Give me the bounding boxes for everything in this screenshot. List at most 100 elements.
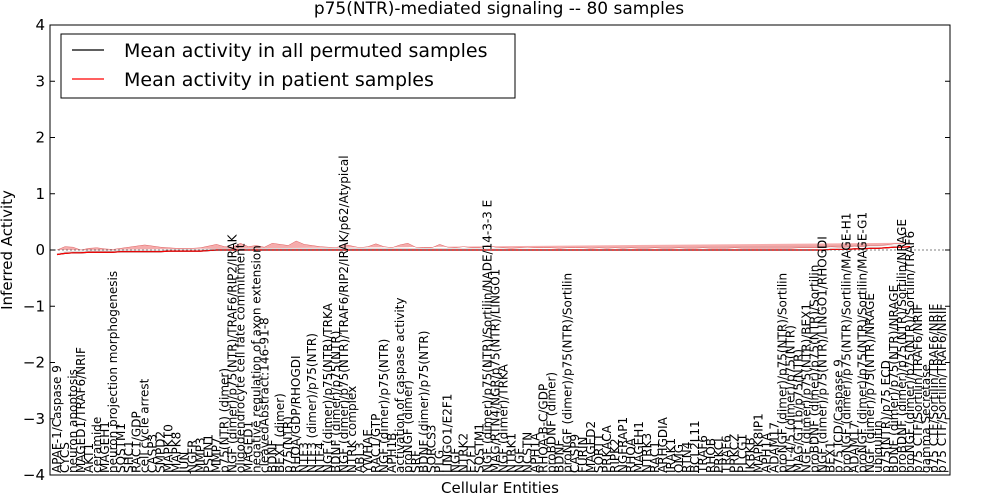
y-tick-label: −4: [23, 466, 45, 484]
x-tick-label: p75(NTR) (dimer): [217, 368, 231, 473]
y-tick-label: 3: [35, 72, 45, 90]
x-tick-label: APAF-1/Caspase 9: [50, 365, 64, 473]
x-tick-label: p75 CTF/Sortilin/TRAF6/NRIF: [927, 304, 941, 473]
x-tick-label: p75 CTF/Sortilin/TRAF6/NRIF: [911, 304, 925, 473]
x-tick-label: APH1A: [760, 432, 774, 473]
x-tick-label: proNGF (dimer): [401, 380, 415, 473]
x-tick-label: ADAM17: [847, 422, 861, 473]
x-tick-label: NGF (dimer)/TRKA: [496, 363, 510, 473]
x-tick-label: YWHAE: [361, 429, 375, 474]
x-tick-label: proBDNF (dimer)/p75(NTR)/Sortilin/NRAGE: [895, 219, 909, 473]
x-tick-label: RAC1: [648, 441, 662, 473]
x-tick-label: LINGO1/E2F1: [441, 394, 455, 473]
y-tick-label: 1: [35, 185, 45, 203]
x-tick-label: BEX1 (dimer): [273, 393, 287, 473]
x-tick-label: PRKACA: [600, 424, 614, 473]
x-tick-label: negative regulation of axon extension: [249, 245, 263, 473]
x-tick-label: proBDNF (dimer): [544, 372, 558, 473]
x-tick-label: PRKCI: [712, 438, 726, 473]
x-tick-label: FURIN: [576, 436, 590, 473]
x-tick-label: NTRK2: [457, 433, 471, 473]
x-tick-label: MAGED2: [584, 421, 598, 473]
x-tick-label: RTN4: [680, 442, 694, 473]
x-tick-label: IRAK1: [664, 438, 678, 473]
x-tick-label: BDNF (dimer)/p75(NTR): [417, 331, 431, 473]
x-tick-label: CASP3: [146, 434, 160, 473]
x-tick-label: p75(NTR): [281, 416, 295, 473]
x-tick-label: proNGF (dimer)/p75(NTR)/Sortilin/TRAF6: [903, 231, 917, 473]
x-tick-label: ubiquitin: [871, 420, 885, 473]
x-tick-label: SMPD2: [154, 431, 168, 473]
y-tick-label: 2: [35, 129, 45, 147]
x-axis-label: Cellular Entities: [441, 479, 559, 497]
x-tick-label: NGF (dimer)/p75(NTR)/LINGO1/RHOGDI: [815, 236, 829, 473]
x-tick-label: p75(NTR)/p75 ECD: [879, 360, 893, 473]
x-tick-label: proBDNF (dimer)/p75(NTR)/Sortilin: [807, 265, 821, 473]
x-tick-label: NTRK3: [640, 433, 654, 473]
y-tick-label: 4: [35, 16, 45, 34]
x-tick-label: CYCS: [58, 442, 72, 473]
legend-box: [60, 33, 516, 99]
x-tick-label: ADAM17: [768, 422, 782, 473]
x-tick-label: NGFRAP1: [616, 417, 630, 473]
x-tick-label: NGF (dimer)/p75(NTR)/TRAF6/RIP2/IRAK/p62…: [337, 155, 351, 473]
x-tick-label: SORT1: [592, 434, 606, 474]
x-tick-label: SORCS3: [425, 425, 439, 473]
x-tick-label: proNGF (dimer)/p75(NTR)/Sortilin: [560, 273, 574, 473]
x-tick-label: SHC1: [122, 440, 136, 473]
x-tick-label: MAGED1/TRAF6/NRIF: [74, 347, 88, 473]
x-tick-label: NGF: [449, 448, 463, 473]
x-tick-label: NCSTN: [520, 432, 534, 473]
x-tick-label: MAPK8: [170, 432, 184, 473]
x-tick-label: TRAF6: [696, 435, 710, 474]
x-tick-label: PRKCZ: [728, 434, 742, 473]
x-tick-label: NGF (dimer)/p75(NTR)/TRAF6/RIP2/IRAK: [225, 233, 239, 473]
x-tick-label: SQSTM1: [473, 423, 487, 473]
x-tick-label: AKT1: [82, 443, 96, 473]
x-tick-label: RHOB: [704, 438, 718, 473]
x-tick-label: ceramide: [90, 417, 104, 473]
x-tick-label: NGFR: [186, 439, 200, 473]
x-tick-label: proNGF (dimer)/p75(NTR)/Sortilin/MAGE-H1: [839, 213, 853, 473]
x-tick-label: gamma Secretase: [919, 364, 933, 473]
x-tick-label: ABL3: [353, 442, 367, 473]
x-tick-label: MAGEH1: [632, 421, 646, 473]
x-tick-label: BDNF (dimer)/p75(NTR): [329, 331, 343, 473]
x-tick-label: MAPK8IP1: [752, 413, 766, 473]
x-tick-label: PLCG1: [736, 434, 750, 473]
x-tick-label: NGF (dimer)/p75(NTR)/BEX1: [799, 303, 813, 473]
x-tick-label: IKBKB: [744, 437, 758, 473]
x-tick-label: oligodendrocyte cell fate commitment: [233, 243, 247, 473]
x-tick-label: BEX1: [823, 441, 837, 473]
x-tick-label: BDNF: [552, 440, 566, 473]
x-tick-label: BDNF: [265, 440, 279, 473]
x-tick-label: BDNF (dimer)/p75(NTR)/NRAGE: [887, 285, 901, 473]
x-tick-label: cell cycle arrest: [138, 378, 152, 473]
x-tick-label: proNGF (dimer)/p75(NTR)/Sortilin/MAGE-G1: [855, 212, 869, 473]
x-tick-label: NTF3: [297, 442, 311, 473]
plot-frame: [49, 24, 951, 476]
x-tick-label: MAGED1: [241, 421, 255, 473]
x-tick-label: NT-4/5 (dimer)/p75(NTR): [784, 325, 798, 473]
legend: Mean activity in all permuted samples Me…: [60, 33, 516, 99]
x-tick-label: p75 CTF/Sortilin/TRAF6/NRIF: [935, 304, 949, 473]
x-tick-label: RAC1/GDP: [130, 411, 144, 473]
x-tick-label: RIPK2: [608, 438, 622, 473]
x-tick-label: OMG: [672, 444, 686, 473]
x-tick-label: E2F1: [465, 443, 479, 473]
x-tick-label: neuron apoptosis: [66, 369, 80, 473]
x-tick-label: MAG/RTN4/NGR/p75(NTR)/LINGO1: [489, 269, 503, 473]
x-tick-label: RHOA/GDP/RHOGDI: [289, 355, 303, 473]
x-tick-label: PLG: [433, 450, 447, 473]
y-tick-label: 0: [35, 241, 45, 259]
x-tick-label: APH1A: [528, 432, 542, 473]
x-tick-label: TRAF6: [720, 435, 734, 474]
x-tick-label: p75 ICD/Caspase 9: [831, 359, 845, 473]
x-tick-label: cleavedAbstract:146-91-8: [257, 317, 271, 473]
x-tick-label: NGF (dimer)/p75(NTR)/Sortilin/NADE/14-3-…: [481, 200, 495, 473]
x-tick-label: CASP9: [568, 434, 582, 473]
y-tick-label: −1: [23, 297, 45, 315]
x-tick-label: RHOA: [624, 437, 638, 473]
x-tick-label: MMP7: [209, 437, 223, 473]
